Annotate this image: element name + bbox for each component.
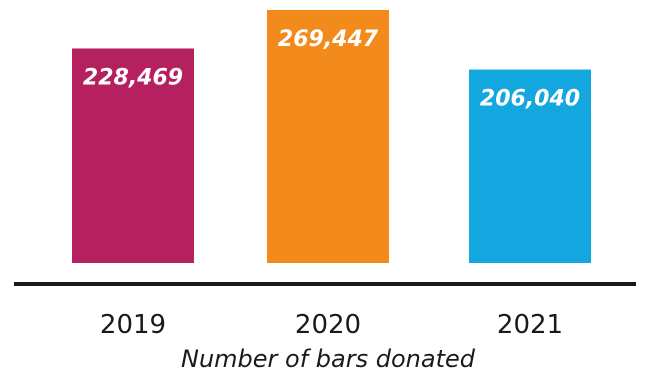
bar-value-label-2020: 269,447 xyxy=(278,27,379,52)
bars-group: 228,469 269,447 206,040 xyxy=(72,10,591,263)
x-tick-label-2021: 2021 xyxy=(497,310,563,340)
bar-2020 xyxy=(267,10,389,263)
x-tick-label-2019: 2019 xyxy=(100,310,166,340)
x-tick-labels: 2019 2020 2021 xyxy=(100,310,563,340)
x-axis-title: Number of bars donated xyxy=(181,345,476,373)
bar-value-label-2021: 206,040 xyxy=(480,87,580,112)
bar-value-label-2019: 228,469 xyxy=(83,65,183,90)
bar-2019 xyxy=(72,48,194,263)
x-tick-label-2020: 2020 xyxy=(295,310,361,340)
bar-2021 xyxy=(469,69,591,263)
